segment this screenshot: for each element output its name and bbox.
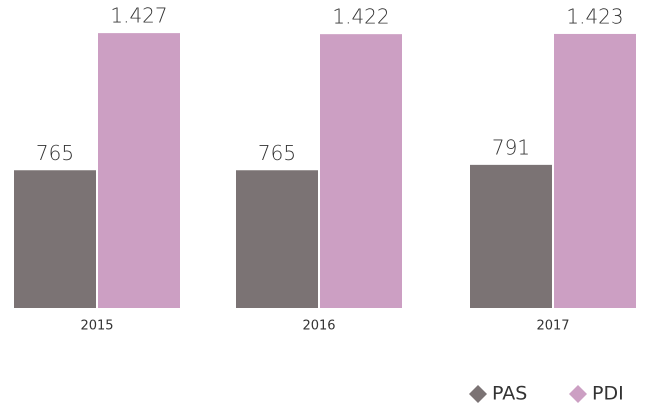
x-tick-label: 2015	[80, 319, 113, 334]
bar	[320, 34, 402, 309]
bar	[554, 33, 636, 308]
bar	[470, 164, 552, 308]
legend-swatch	[569, 385, 587, 403]
bar	[98, 33, 180, 308]
legend-label: PAS	[492, 383, 527, 405]
value-label: 1.427	[110, 4, 167, 28]
value-label: 1.422	[332, 5, 389, 29]
bar	[14, 170, 96, 308]
x-tick-label: 2017	[536, 319, 569, 334]
value-label: 765	[258, 141, 296, 165]
x-tick-label: 2016	[302, 319, 335, 334]
bar	[236, 170, 318, 308]
value-label: 791	[492, 135, 530, 159]
value-label: 765	[36, 141, 74, 165]
legend-label: PDI	[592, 383, 624, 405]
legend-swatch	[469, 385, 487, 403]
value-label: 1.423	[566, 4, 623, 28]
